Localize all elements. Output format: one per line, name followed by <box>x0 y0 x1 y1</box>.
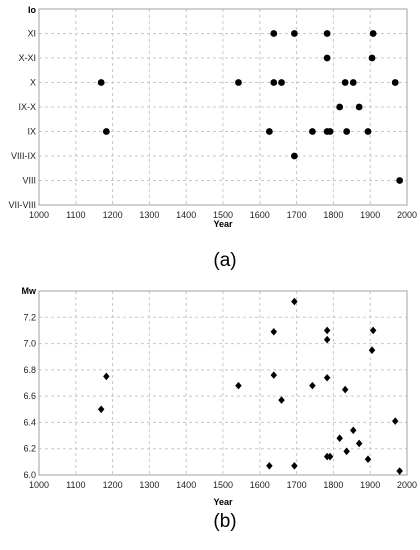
y-tick-label: XI <box>27 29 36 39</box>
y-tick-label: 6.8 <box>23 365 36 375</box>
plot-frame <box>38 290 408 476</box>
data-point <box>355 103 363 111</box>
data-point <box>265 128 273 135</box>
y-tick-label: X-XI <box>18 53 36 63</box>
y-axis-label: Mw <box>22 286 37 296</box>
data-point <box>266 462 273 470</box>
data-point <box>309 128 316 135</box>
y-tick-label: IX <box>27 127 36 137</box>
x-tick-label: 1400 <box>176 480 196 490</box>
y-tick-label: VIII-IX <box>11 151 36 161</box>
data-point <box>355 439 363 448</box>
x-tick-label: 1300 <box>139 480 159 490</box>
chart-a: 1000 1100 1200 1300 1400 1500 1600 1700 1800 1900… <box>8 5 417 271</box>
data-point <box>323 326 331 335</box>
data-point <box>278 79 285 86</box>
x-tick-label: 1700 <box>287 480 307 490</box>
data-point <box>290 30 298 37</box>
x-tick-label: 1500 <box>213 480 233 490</box>
panel-label: (a) <box>213 250 236 271</box>
y-tick-label: 6.4 <box>23 417 36 427</box>
x-tick-label: 1500 <box>213 210 233 220</box>
y-tick-label: 7.2 <box>23 312 36 322</box>
data-point <box>323 335 331 344</box>
x-tick-label: 1400 <box>176 210 196 220</box>
data-point <box>364 455 372 464</box>
data-point <box>343 128 351 135</box>
data-point <box>326 452 334 461</box>
panel-label: (b) <box>213 511 236 532</box>
data-point <box>235 79 242 86</box>
x-tick-label: 1300 <box>139 210 159 220</box>
x-tick-label: 1200 <box>103 210 123 220</box>
data-point <box>336 103 344 111</box>
y-tick-label: 6.6 <box>23 391 36 401</box>
data-point <box>323 373 331 382</box>
data-point <box>364 128 372 135</box>
x-axis-label: Year <box>213 497 233 507</box>
data-point <box>368 54 376 62</box>
data-point <box>341 385 349 394</box>
y-axis-label: Io <box>28 5 37 15</box>
x-tick-label: 1600 <box>250 480 270 490</box>
data-point <box>270 30 278 37</box>
data-point <box>341 79 349 86</box>
data-point <box>396 467 403 475</box>
data-point <box>350 426 357 435</box>
x-axis-label: Year <box>213 219 233 229</box>
data-point <box>97 405 105 414</box>
data-point <box>291 297 298 306</box>
data-point <box>103 372 110 381</box>
data-point <box>343 447 350 456</box>
data-point <box>349 79 357 86</box>
data-point <box>369 326 377 335</box>
x-tick-label: 1200 <box>103 480 123 490</box>
x-tick-label: 1100 <box>66 210 85 220</box>
data-point <box>270 79 278 86</box>
x-tick-label: 1000 <box>29 480 49 490</box>
data-point <box>336 434 343 442</box>
y-tick-label: VIII <box>22 176 36 186</box>
x-tick-label: 1600 <box>250 210 270 220</box>
data-point <box>391 417 399 425</box>
data-point <box>369 30 377 37</box>
x-tick-label: 1000 <box>29 210 49 220</box>
x-tick-label: 1800 <box>323 210 343 220</box>
x-tick-label: 1100 <box>66 480 85 490</box>
data-point <box>235 381 242 390</box>
data-point <box>309 381 316 390</box>
data-point <box>391 79 399 86</box>
data-point <box>290 152 298 160</box>
plot-frame <box>38 8 408 206</box>
x-tick-label: 1700 <box>287 210 307 220</box>
x-tick-label: 1900 <box>360 480 380 490</box>
y-tick-label: VII-VIII <box>8 200 36 210</box>
y-tick-label: 6.0 <box>23 470 36 480</box>
x-tick-label: 1800 <box>323 480 343 490</box>
y-tick-label: IX-X <box>18 102 36 112</box>
x-tick-label: 1900 <box>360 210 380 220</box>
data-point <box>270 371 278 379</box>
data-point <box>278 396 285 404</box>
data-point <box>323 30 331 37</box>
data-point <box>102 128 110 135</box>
data-point <box>97 79 105 86</box>
x-tick-label: 2000 <box>397 210 417 220</box>
data-point <box>326 128 334 135</box>
data-point <box>396 177 404 184</box>
data-point <box>368 346 376 354</box>
y-tick-label: X <box>30 78 36 88</box>
y-tick-label: 7.0 <box>23 339 36 349</box>
x-tick-label: 2000 <box>397 480 417 490</box>
data-point <box>323 54 331 62</box>
chart-b: 1000 1100 1200 1300 1400 1500 1600 1700 1800 1900… <box>22 286 418 532</box>
data-point <box>270 327 278 336</box>
y-tick-label: 6.2 <box>23 444 36 454</box>
data-point <box>291 462 298 470</box>
